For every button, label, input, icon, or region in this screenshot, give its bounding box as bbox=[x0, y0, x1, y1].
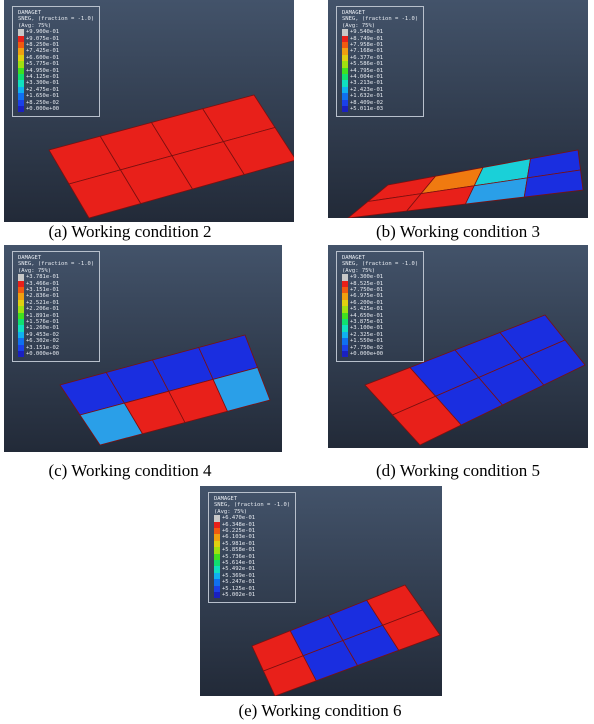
caption: (d) Working condition 5 bbox=[376, 461, 540, 481]
legend-title: SNEG, (fraction = -1.0) bbox=[18, 261, 94, 267]
legend-title: SNEG, (fraction = -1.0) bbox=[18, 16, 94, 22]
caption: (a) Working condition 2 bbox=[48, 222, 211, 242]
legend: DAMAGETSNEG, (fraction = -1.0)(Avg: 75%)… bbox=[336, 6, 424, 117]
panel: DAMAGETSNEG, (fraction = -1.0)(Avg: 75%)… bbox=[328, 0, 588, 218]
legend-row: +0.000e+00 bbox=[342, 351, 418, 357]
legend-row: +5.011e-03 bbox=[342, 106, 418, 112]
legend-row: +0.000e+00 bbox=[18, 106, 94, 112]
legend-value: +5.002e-01 bbox=[222, 592, 255, 598]
legend-value: +0.000e+00 bbox=[26, 106, 59, 112]
legend-value: +5.011e-03 bbox=[350, 106, 383, 112]
legend-title: SNEG, (fraction = -1.0) bbox=[342, 261, 418, 267]
panel: DAMAGETSNEG, (fraction = -1.0)(Avg: 75%)… bbox=[328, 245, 588, 448]
panel: DAMAGETSNEG, (fraction = -1.0)(Avg: 75%)… bbox=[200, 486, 442, 696]
panel: DAMAGETSNEG, (fraction = -1.0)(Avg: 75%)… bbox=[4, 245, 282, 452]
legend-swatch bbox=[18, 106, 24, 112]
legend-swatch bbox=[18, 351, 24, 357]
legend: DAMAGETSNEG, (fraction = -1.0)(Avg: 75%)… bbox=[12, 251, 100, 362]
legend-value: +0.000e+00 bbox=[26, 351, 59, 357]
legend: DAMAGETSNEG, (fraction = -1.0)(Avg: 75%)… bbox=[12, 6, 100, 117]
legend-swatch bbox=[342, 351, 348, 357]
legend-title: SNEG, (fraction = -1.0) bbox=[214, 502, 290, 508]
legend-swatch bbox=[342, 106, 348, 112]
caption: (b) Working condition 3 bbox=[376, 222, 540, 242]
figure: {"panels": [ {"legend": {"title": ["DAMA… bbox=[0, 0, 594, 724]
caption: (e) Working condition 6 bbox=[238, 701, 401, 721]
legend-title: SNEG, (fraction = -1.0) bbox=[342, 16, 418, 22]
legend-row: +0.000e+00 bbox=[18, 351, 94, 357]
legend-value: +0.000e+00 bbox=[350, 351, 383, 357]
legend-row: +5.002e-01 bbox=[214, 592, 290, 598]
legend-swatch bbox=[214, 592, 220, 598]
caption: (c) Working condition 4 bbox=[48, 461, 211, 481]
